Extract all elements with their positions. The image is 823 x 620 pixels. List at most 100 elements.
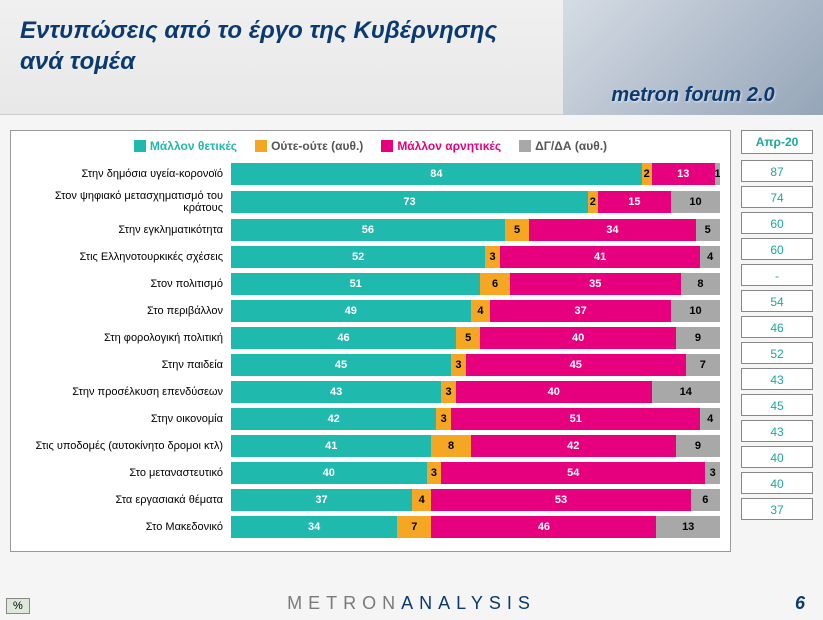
bar-segment: 40 xyxy=(231,462,427,484)
side-cell: 43 xyxy=(741,420,813,442)
bar-track: 418429 xyxy=(231,435,720,457)
bar-segment: 49 xyxy=(231,300,471,322)
bar-segment: 42 xyxy=(471,435,676,457)
footer: METRONANALYSIS xyxy=(0,593,823,614)
bar-segment: 42 xyxy=(231,408,436,430)
bar-segment: 8 xyxy=(681,273,720,295)
side-cell: 43 xyxy=(741,368,813,390)
legend-item: ΔΓ/ΔΑ (αυθ.) xyxy=(519,139,607,153)
chart-row: Στην εγκληματικότητα565345 xyxy=(21,219,720,241)
chart-row: Στην δημόσια υγεία-κορονοϊό842131 xyxy=(21,163,720,185)
bar-segment: 5 xyxy=(456,327,480,349)
bar-segment: 45 xyxy=(231,354,451,376)
bar-segment: 13 xyxy=(656,516,720,538)
bar-segment: 35 xyxy=(510,273,681,295)
side-table-header: Απρ-20 xyxy=(741,130,813,154)
chart-rows: Στην δημόσια υγεία-κορονοϊό842131 Στον ψη… xyxy=(21,163,720,538)
bar-segment: 10 xyxy=(671,300,720,322)
legend-label: Ούτε-ούτε (αυθ.) xyxy=(271,139,363,153)
footer-brand-2: ANALYSIS xyxy=(401,593,536,614)
bar-track: 403543 xyxy=(231,462,720,484)
bar-segment: 7 xyxy=(397,516,431,538)
chart-row: Στο Μακεδονικό3474613 xyxy=(21,516,720,538)
bar-segment: 6 xyxy=(691,489,720,511)
row-label: Στο περιβάλλον xyxy=(21,305,231,317)
row-label: Στην οικονομία xyxy=(21,413,231,425)
bar-track: 7321510 xyxy=(231,191,720,213)
legend-swatch xyxy=(134,140,146,152)
bar-segment: 14 xyxy=(652,381,720,403)
bar-segment: 4 xyxy=(471,300,491,322)
legend-swatch xyxy=(519,140,531,152)
bar-segment: 45 xyxy=(466,354,686,376)
page-title: Εντυπώσεις από το έργο της Κυβέρνησης αν… xyxy=(20,15,540,77)
side-cell: 37 xyxy=(741,498,813,520)
side-cell: - xyxy=(741,264,813,286)
bar-segment: 15 xyxy=(598,191,671,213)
bar-segment: 51 xyxy=(231,273,480,295)
bar-segment: 51 xyxy=(451,408,700,430)
bar-track: 465409 xyxy=(231,327,720,349)
chart-box: Μάλλον θετικέςΟύτε-ούτε (αυθ.)Μάλλον αρν… xyxy=(10,130,731,552)
bar-track: 3474613 xyxy=(231,516,720,538)
row-label: Στη φορολογική πολιτική xyxy=(21,332,231,344)
legend: Μάλλον θετικέςΟύτε-ούτε (αυθ.)Μάλλον αρν… xyxy=(21,139,720,153)
side-cell: 87 xyxy=(741,160,813,182)
header: Εντυπώσεις από το έργο της Κυβέρνησης αν… xyxy=(0,0,823,115)
bar-segment: 40 xyxy=(456,381,652,403)
bar-segment: 13 xyxy=(652,163,716,185)
side-cell: 46 xyxy=(741,316,813,338)
bar-segment: 4 xyxy=(700,408,720,430)
bar-segment: 1 xyxy=(715,163,720,185)
row-label: Στα εργασιακά θέματα xyxy=(21,494,231,506)
bar-segment: 3 xyxy=(427,462,442,484)
chart-row: Στην οικονομία423514 xyxy=(21,408,720,430)
chart-row: Στη φορολογική πολιτική465409 xyxy=(21,327,720,349)
side-cell: 54 xyxy=(741,290,813,312)
chart-row: Στις Ελληνοτουρκικές σχέσεις523414 xyxy=(21,246,720,268)
bar-segment: 8 xyxy=(431,435,470,457)
bar-segment: 4 xyxy=(700,246,720,268)
bar-segment: 3 xyxy=(436,408,451,430)
bar-segment: 41 xyxy=(231,435,431,457)
bar-segment: 41 xyxy=(500,246,700,268)
row-label: Στο Μακεδονικό xyxy=(21,521,231,533)
row-label: Στις Ελληνοτουρκικές σχέσεις xyxy=(21,251,231,263)
bar-segment: 43 xyxy=(231,381,441,403)
bar-track: 516358 xyxy=(231,273,720,295)
row-label: Στην προσέλκυση επενδύσεων xyxy=(21,386,231,398)
chart-row: Στο μεταναστευτικό403543 xyxy=(21,462,720,484)
bar-track: 523414 xyxy=(231,246,720,268)
bar-segment: 7 xyxy=(686,354,720,376)
bar-segment: 34 xyxy=(529,219,695,241)
side-cell: 40 xyxy=(741,472,813,494)
bar-track: 374536 xyxy=(231,489,720,511)
bar-segment: 53 xyxy=(431,489,690,511)
bar-segment: 3 xyxy=(441,381,456,403)
bar-segment: 4 xyxy=(412,489,432,511)
bar-segment: 56 xyxy=(231,219,505,241)
bar-segment: 84 xyxy=(231,163,642,185)
chart-row: Στις υποδομές (αυτοκίνητο δρομοι κτλ)418… xyxy=(21,435,720,457)
bar-segment: 46 xyxy=(231,327,456,349)
bar-segment: 73 xyxy=(231,191,588,213)
side-table: Απρ-20 87746060-544652434543404037 xyxy=(741,130,813,552)
bar-segment: 5 xyxy=(505,219,529,241)
chart-row: Στον ψηφιακό μετασχηματισμό του κράτους7… xyxy=(21,190,720,214)
side-cell: 60 xyxy=(741,238,813,260)
page-number: 6 xyxy=(795,593,805,614)
bar-segment: 3 xyxy=(705,462,720,484)
chart-row: Στην παιδεία453457 xyxy=(21,354,720,376)
row-label: Στην εγκληματικότητα xyxy=(21,224,231,236)
row-label: Στην παιδεία xyxy=(21,359,231,371)
legend-label: Μάλλον αρνητικές xyxy=(397,139,501,153)
logo-area: metron forum 2.0 xyxy=(563,0,823,115)
bar-track: 453457 xyxy=(231,354,720,376)
bar-segment: 37 xyxy=(490,300,671,322)
row-label: Στις υποδομές (αυτοκίνητο δρομοι κτλ) xyxy=(21,440,231,452)
bar-segment: 40 xyxy=(480,327,676,349)
bar-track: 842131 xyxy=(231,163,720,185)
bar-segment: 34 xyxy=(231,516,397,538)
side-cell: 60 xyxy=(741,212,813,234)
content: Μάλλον θετικέςΟύτε-ούτε (αυθ.)Μάλλον αρν… xyxy=(0,115,823,552)
